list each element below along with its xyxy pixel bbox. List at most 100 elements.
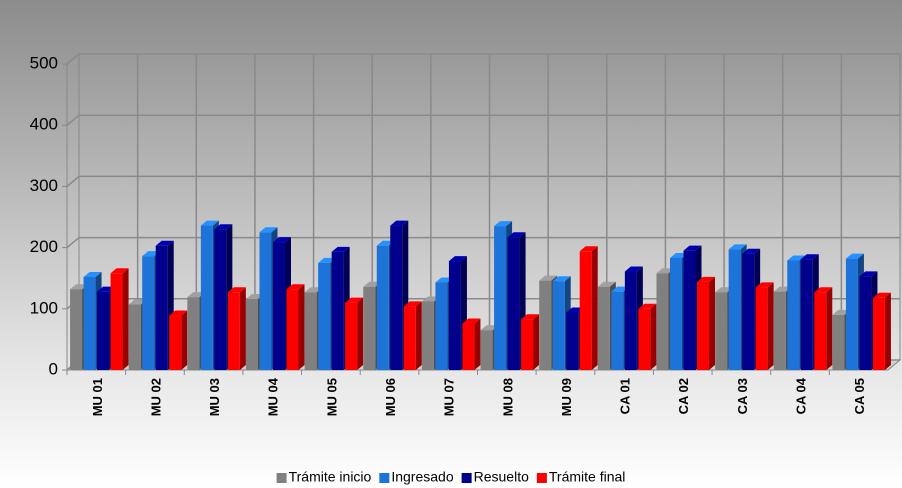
bar-top xyxy=(200,220,219,226)
bar-front xyxy=(435,282,448,370)
bar-top xyxy=(110,268,129,274)
x-tick-label: MU 06 xyxy=(383,378,398,416)
bar-top xyxy=(755,282,774,288)
bar-front xyxy=(683,250,696,370)
bar-top xyxy=(273,237,291,243)
bar-front xyxy=(579,251,592,370)
bar xyxy=(521,314,540,370)
bar-front xyxy=(390,225,403,370)
bar-top xyxy=(507,232,526,238)
bar-front xyxy=(670,258,682,370)
bar-side xyxy=(357,297,364,370)
y-tick-label: 500 xyxy=(30,53,58,72)
bar-front xyxy=(318,262,331,370)
bar-top xyxy=(814,287,833,293)
bar-front xyxy=(845,258,858,370)
grid-line xyxy=(66,114,900,126)
bar-front xyxy=(227,292,240,370)
bar-top xyxy=(214,224,233,230)
bar xyxy=(227,287,246,370)
bar xyxy=(462,318,481,370)
bar-front xyxy=(187,297,200,370)
bar-front xyxy=(859,276,872,370)
bar-top xyxy=(683,245,702,251)
bar-top xyxy=(872,292,891,298)
grid-line xyxy=(66,53,900,65)
y-tick-label: 100 xyxy=(30,298,58,317)
bar-front xyxy=(70,289,83,370)
bar xyxy=(169,310,188,370)
bar-top xyxy=(552,276,571,282)
bar-front xyxy=(507,237,520,370)
bar xyxy=(755,282,774,370)
grid-line xyxy=(66,236,900,249)
x-tick-label: MU 04 xyxy=(266,377,281,416)
legend: Trámite inicio Ingresado Resuelto Trámite f… xyxy=(276,469,626,485)
bar-top xyxy=(597,281,616,287)
bar-top xyxy=(638,303,657,309)
bar-front xyxy=(566,312,579,370)
bar-front xyxy=(273,242,285,370)
legend-label: Ingresado xyxy=(391,469,453,485)
x-tick-label: MU 03 xyxy=(207,378,222,416)
x-tick-label: CA 01 xyxy=(618,378,633,414)
bar-front xyxy=(597,286,610,370)
bar-top xyxy=(83,271,102,277)
bar xyxy=(345,297,364,370)
bar-front xyxy=(624,271,637,370)
bar-front xyxy=(304,292,317,370)
bar-top xyxy=(579,246,598,252)
bar-front xyxy=(363,286,376,370)
bar-front xyxy=(462,323,475,370)
bar-front xyxy=(715,292,728,370)
x-tick-label: CA 04 xyxy=(793,377,808,414)
bar-front xyxy=(214,229,227,370)
legend-swatch xyxy=(461,473,472,483)
bar-top xyxy=(286,284,305,290)
bar-top xyxy=(390,220,409,226)
bar-front xyxy=(539,280,552,370)
bar-top xyxy=(259,227,278,233)
bar-top xyxy=(742,248,761,254)
bar-front xyxy=(169,315,182,370)
bar-top xyxy=(155,240,174,246)
bar-side xyxy=(884,292,891,370)
x-tick-label: MU 07 xyxy=(442,378,457,416)
bar xyxy=(110,268,129,370)
legend-label: Resuelto xyxy=(474,469,529,485)
bar-front xyxy=(97,291,110,370)
bar-front xyxy=(376,245,389,370)
bar-front xyxy=(448,261,461,370)
bar-top xyxy=(800,254,819,260)
bar-front xyxy=(872,297,885,370)
bar-front xyxy=(246,299,258,370)
y-tick-label: 0 xyxy=(49,359,58,378)
bar-front xyxy=(832,314,845,370)
bar-front xyxy=(787,260,800,370)
bar-side xyxy=(650,303,657,370)
bar-front xyxy=(773,291,786,370)
bar-front xyxy=(814,292,827,370)
bar-front xyxy=(742,253,755,370)
legend-label: Trámite inicio xyxy=(289,469,372,485)
bar xyxy=(638,303,657,370)
bar-front xyxy=(200,225,213,370)
bar-front xyxy=(521,319,534,370)
plot-area: 0 100 200 300 400 500 MU 01 MU 02 MU 03 MU 04 MU 0… xyxy=(30,53,902,416)
x-tick-label: MU 01 xyxy=(90,378,105,416)
bar-front xyxy=(611,291,624,370)
bar-top xyxy=(845,253,864,259)
legend-label: Trámite final xyxy=(549,469,626,485)
bar-side xyxy=(709,276,715,370)
bar-front xyxy=(494,226,507,370)
bar-side xyxy=(591,246,598,370)
bar-side xyxy=(533,314,540,370)
bar-side xyxy=(826,287,833,370)
bar xyxy=(872,292,891,370)
bar-top xyxy=(728,244,747,250)
bar-front xyxy=(638,308,651,370)
bar-front xyxy=(728,249,741,370)
bar-top xyxy=(331,246,350,252)
